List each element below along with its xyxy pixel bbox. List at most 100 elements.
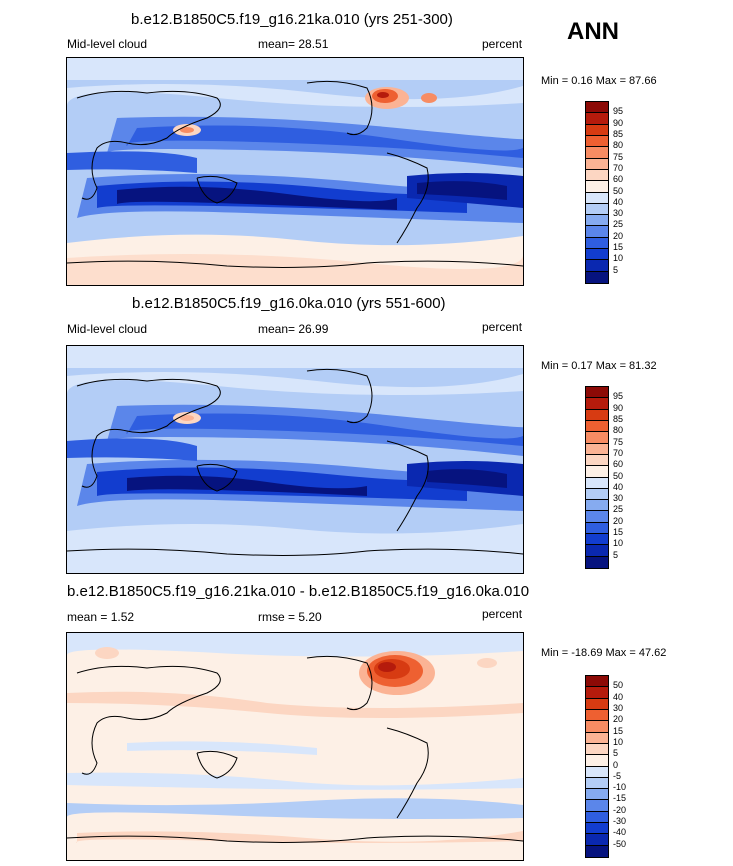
panel3-colorbar-swatch <box>586 732 608 744</box>
panel2-colorbar-tick-label: 75 <box>613 436 624 447</box>
panel1-colorbar-swatch <box>586 226 608 238</box>
panel1-colorbar-swatch <box>586 215 608 227</box>
panel1-colorbar-swatch <box>586 147 608 159</box>
panel3-colorbar-swatch <box>586 800 608 812</box>
panel1-colorbar-swatch <box>586 169 608 182</box>
panel2-colorbar <box>585 386 609 569</box>
panel1-title: b.e12.B1850C5.f19_g16.21ka.010 (yrs 251-… <box>131 11 453 28</box>
panel1-colorbar-swatch <box>586 135 608 148</box>
panel3-colorbar-swatch <box>586 777 608 790</box>
panel3-colorbar-swatch <box>586 743 608 756</box>
panel2-colorbar-swatch <box>586 534 608 546</box>
panel2-minmax: Min = 0.17 Max = 81.32 <box>541 360 657 372</box>
panel1-colorbar-swatch <box>586 181 608 193</box>
panel3-colorbar-tick-label: 5 <box>613 748 619 759</box>
panel1-colorbar-swatch <box>586 192 608 204</box>
panel3-colorbar-swatch <box>586 709 608 722</box>
panel1-colorbar-swatch <box>586 124 608 136</box>
panel2-colorbar-swatch <box>586 420 608 433</box>
panel2-mean-label: mean= 26.99 <box>258 322 329 336</box>
panel1-colorbar-swatch <box>586 260 608 272</box>
panel1-colorbar-swatch <box>586 158 608 170</box>
panel1-colorbar-tick-label: 40 <box>613 196 624 207</box>
panel2-colorbar-tick-label: 80 <box>613 425 624 436</box>
panel1-colorbar-swatch <box>586 271 608 283</box>
panel1-colorbar-tick-label: 90 <box>613 117 624 128</box>
panel1-contour-field <box>67 58 523 285</box>
panel3-colorbar-tick-label: 20 <box>613 714 624 725</box>
panel1-minmax: Min = 0.16 Max = 87.66 <box>541 75 657 87</box>
panel3-colorbar-swatch <box>586 755 608 767</box>
panel2-colorbar-tick-label: 70 <box>613 447 624 458</box>
panel2-colorbar-swatch <box>586 409 608 421</box>
panel2-colorbar-tick-label: 5 <box>613 549 619 560</box>
panel3-colorbar-tick-label: 0 <box>613 759 619 770</box>
panel3-colorbar-swatch <box>586 823 608 835</box>
panel2-title: b.e12.B1850C5.f19_g16.0ka.010 (yrs 551-6… <box>132 295 446 312</box>
panel3-colorbar-tick-label: 50 <box>613 680 624 691</box>
panel1-colorbar <box>585 101 609 284</box>
panel2-colorbar-tick-label: 40 <box>613 481 624 492</box>
panel1-colorbar-tick-label: 15 <box>613 242 624 253</box>
panel3-colorbar-swatch <box>586 789 608 801</box>
panel3-rmse-label: rmse = 5.20 <box>258 610 322 624</box>
panel3-colorbar <box>585 675 609 858</box>
panel1-units-label: percent <box>482 37 523 51</box>
panel2-colorbar-swatch <box>586 511 608 523</box>
panel1-colorbar-swatch <box>586 237 608 250</box>
panel3-colorbar-swatch <box>586 766 608 778</box>
panel2-colorbar-swatch <box>586 477 608 489</box>
panel3-colorbar-swatch <box>586 721 608 733</box>
panel3-colorbar-tick-label: -5 <box>613 770 622 781</box>
panel2-colorbar-tick-label: 20 <box>613 515 624 526</box>
panel3-mean-label: mean = 1.52 <box>67 610 135 624</box>
panel1-map <box>66 57 524 286</box>
panel2-colorbar-swatch <box>586 488 608 501</box>
panel2-colorbar-swatch <box>586 556 608 568</box>
panel2-colorbar-tick-label: 30 <box>613 493 624 504</box>
panel3-colorbar-swatch <box>586 676 608 688</box>
panel1-colorbar-tick-label: 70 <box>613 162 624 173</box>
panel2-units-label: percent <box>482 320 523 334</box>
panel2-colorbar-swatch <box>586 398 608 410</box>
panel3-colorbar-swatch <box>586 845 608 857</box>
panel3-colorbar-tick-label: 10 <box>613 736 624 747</box>
panel3-units-label: percent <box>482 607 523 621</box>
panel2-colorbar-swatch <box>586 545 608 557</box>
panel1-mean-label: mean= 28.51 <box>258 37 329 51</box>
panel2-colorbar-swatch <box>586 387 608 399</box>
panel2-colorbar-swatch <box>586 443 608 455</box>
panel2-colorbar-tick-label: 60 <box>613 459 624 470</box>
panel3-map <box>66 632 524 861</box>
panel2-map <box>66 345 524 574</box>
panel1-colorbar-tick-label: 10 <box>613 253 624 264</box>
panel1-colorbar-swatch <box>586 203 608 216</box>
panel2-colorbar-swatch <box>586 466 608 478</box>
panel2-colorbar-tick-label: 85 <box>613 413 624 424</box>
panel1-colorbar-tick-label: 30 <box>613 208 624 219</box>
panel3-contour-field <box>67 633 523 860</box>
panel2-colorbar-tick-label: 90 <box>613 402 624 413</box>
panel2-colorbar-swatch <box>586 522 608 535</box>
panel3-colorbar-tick-label: -50 <box>613 838 627 849</box>
panel1-colorbar-tick-label: 95 <box>613 106 624 117</box>
panel3-colorbar-tick-label: 15 <box>613 725 624 736</box>
panel1-colorbar-tick-label: 75 <box>613 151 624 162</box>
panel1-colorbar-tick-label: 60 <box>613 174 624 185</box>
panel2-variable-label: Mid-level cloud <box>67 322 148 336</box>
panel3-colorbar-tick-label: -30 <box>613 816 627 827</box>
panel1-colorbar-swatch <box>586 113 608 125</box>
panel2-colorbar-swatch <box>586 500 608 512</box>
panel2-colorbar-tick-label: 25 <box>613 504 624 515</box>
panel3-title: b.e12.B1850C5.f19_g16.21ka.010 - b.e12.B… <box>67 583 530 600</box>
panel2-colorbar-tick-label: 10 <box>613 538 624 549</box>
panel2-colorbar-tick-label: 50 <box>613 470 624 481</box>
panel1-colorbar-tick-label: 50 <box>613 185 624 196</box>
panel3-colorbar-tick-label: -15 <box>613 793 627 804</box>
panel3-colorbar-tick-label: -10 <box>613 782 627 793</box>
panel1-variable-label: Mid-level cloud <box>67 37 148 51</box>
panel1-colorbar-tick-label: 20 <box>613 230 624 241</box>
panel3-colorbar-tick-label: -20 <box>613 804 627 815</box>
panel1-colorbar-tick-label: 85 <box>613 128 624 139</box>
panel1-colorbar-swatch <box>586 102 608 114</box>
